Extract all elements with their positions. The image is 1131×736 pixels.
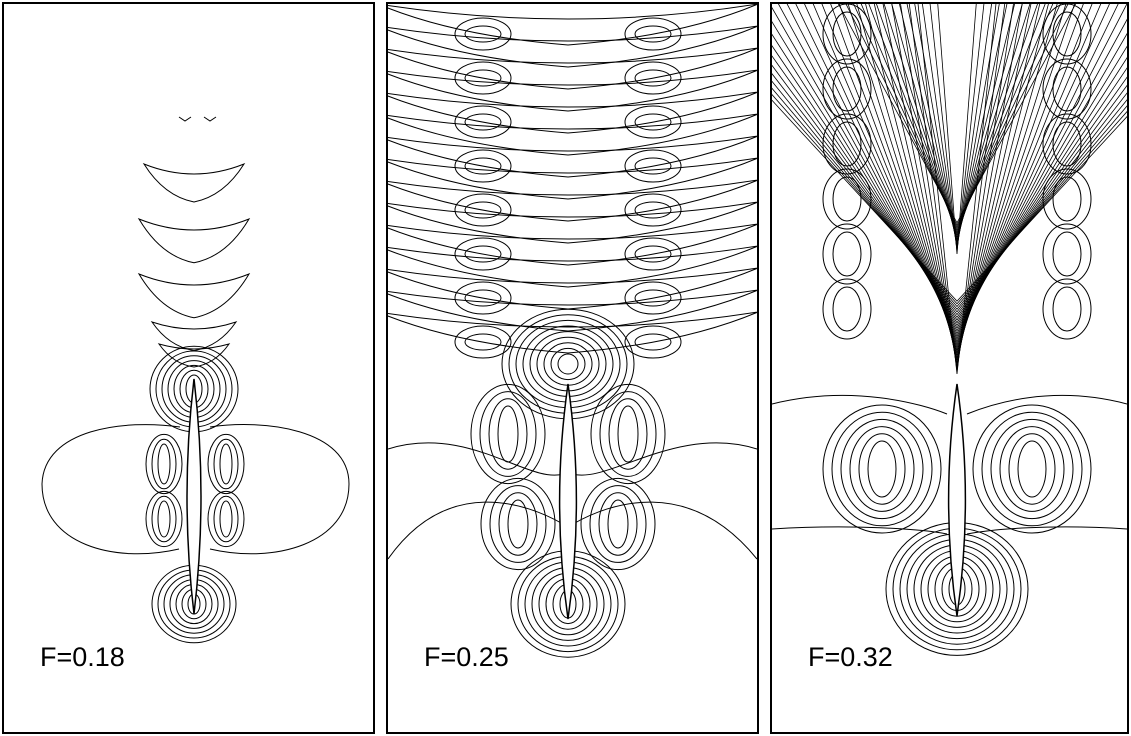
contour-panel-f025: F=0.25 [386,2,759,734]
contour-plot [4,4,373,732]
contour-line [558,354,578,374]
hull-body [560,384,577,619]
contour-line [832,412,932,526]
contour-line [1043,279,1091,339]
contour-line [833,232,861,276]
contour-line [388,48,757,89]
contour-line [388,4,757,45]
contour-line [388,290,757,331]
contour-line [1009,434,1055,504]
contour-line [152,496,176,542]
contour-line [388,92,757,133]
contour-line [220,501,232,537]
contour-line [608,500,628,548]
contour-line [146,491,182,546]
contour-line [388,202,757,243]
contour-line [823,224,871,284]
contour-line [508,500,528,548]
contour-line [1043,4,1091,64]
contour-line [823,279,871,339]
contour-line [388,312,757,353]
contour-line [388,158,757,199]
contour-plot [772,4,1127,732]
froude-label: F=0.32 [808,644,893,671]
contour-line [800,4,1114,339]
contour-line [908,4,1006,371]
contour-plot [388,4,757,732]
contour-line [144,164,244,202]
contour-line [152,439,176,489]
contour-line [772,395,1127,414]
contour-line [857,4,1057,230]
contour-line [490,486,546,563]
contour-line [913,4,1001,247]
contour-line [600,392,656,477]
contour-line [937,4,977,254]
contour-line [214,439,238,489]
contour-line [833,122,861,166]
contour-line [388,224,757,265]
contour-line [1018,441,1046,497]
contour-line [823,4,871,64]
contour-line [388,136,757,177]
contour-line [158,501,170,537]
contour-line [921,4,993,249]
contour-line [146,434,182,493]
contour-line [214,496,238,542]
contour-line [833,177,861,221]
contour-line [208,491,244,546]
contour-line [859,434,905,504]
hull-body [187,379,201,614]
contour-line [139,219,249,263]
contour-line [618,406,638,462]
froude-label: F=0.25 [424,644,509,671]
contour-line [863,4,1051,358]
contour-line [220,444,232,484]
contour-line [499,493,537,555]
contour-line [208,434,244,493]
contour-line [609,399,647,469]
contour-line [1043,224,1091,284]
contour-line [1000,427,1064,512]
contour-line [868,441,896,497]
contour-line [489,399,527,469]
contour-line [498,406,518,462]
contour-line [833,287,861,331]
contour-line [850,427,914,512]
contour-line [388,246,757,287]
contour-line [929,4,985,252]
contour-line [158,444,170,484]
contour-line [905,4,1009,244]
contour-line [889,4,1025,240]
contour-line [537,337,599,391]
contour-line [818,4,1096,344]
contour-line [599,493,637,555]
contour-panel-f032: F=0.32 [770,2,1129,734]
contour-line [1053,177,1081,221]
contour-line [388,180,757,221]
hull-body [949,384,966,616]
contour-line [388,70,757,111]
contour-line [1053,287,1081,331]
contour-line [590,486,646,563]
contour-line [772,4,1127,325]
contour-line [1053,122,1081,166]
contour-line [388,268,757,309]
contour-line [388,26,757,67]
contour-line [982,412,1082,526]
contour-line [845,4,1069,352]
froude-label: F=0.18 [40,644,125,671]
contour-line [139,274,249,318]
contour-line [480,392,536,477]
contour-line [1053,232,1081,276]
contour-line [388,114,757,155]
contour-panel-f018: F=0.18 [2,2,375,734]
contour-line [179,117,216,121]
